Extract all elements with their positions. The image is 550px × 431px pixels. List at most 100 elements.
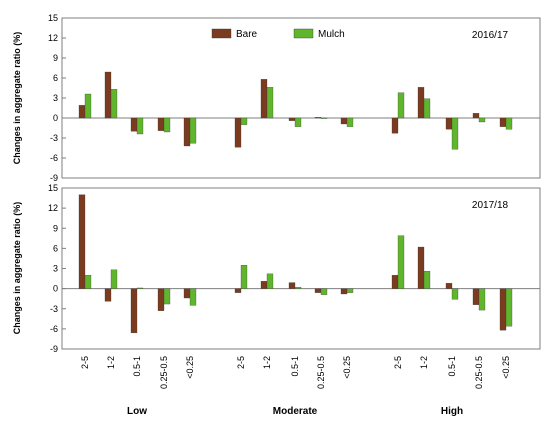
bar-mulch-moderate-0	[240, 117, 248, 125]
bar-mulch-high-0	[397, 235, 405, 289]
y-tick-label: -6	[50, 153, 58, 163]
x-tick-label: 2-5	[80, 356, 90, 369]
bar-mulch-moderate-3	[320, 117, 328, 119]
y-tick-label: -3	[50, 304, 58, 314]
x-tick-label: 2-5	[393, 356, 403, 369]
bar-bare-low-1	[104, 288, 112, 302]
bar-mulch-low-4	[189, 117, 197, 144]
legend-label-mulch: Mulch	[318, 29, 345, 40]
legend-swatch-bare	[211, 28, 232, 39]
y-axis-label: Changes in aggregate ratio (%)	[12, 202, 22, 335]
x-tick-label: <0.25	[501, 356, 511, 379]
bar-bare-moderate-2	[288, 117, 296, 121]
y-tick-label: 12	[48, 203, 58, 213]
bar-mulch-moderate-3	[320, 288, 328, 295]
legend-swatch-mulch	[293, 28, 314, 39]
bar-bare-moderate-4	[340, 288, 348, 295]
bar-bare-high-3	[472, 288, 480, 305]
bar-bare-low-2	[130, 117, 138, 132]
bar-mulch-high-3	[478, 288, 486, 311]
bar-mulch-low-1	[110, 269, 118, 289]
bar-bare-low-4	[183, 117, 191, 147]
bar-bare-low-0	[78, 105, 86, 119]
bar-bare-moderate-1	[260, 281, 268, 289]
bar-bare-high-4	[499, 117, 507, 127]
y-tick-label: 6	[53, 73, 58, 83]
y-tick-label: 0	[53, 284, 58, 294]
bar-mulch-moderate-0	[240, 264, 248, 289]
legend-label-bare: Bare	[236, 29, 258, 40]
y-tick-label: 3	[53, 264, 58, 274]
bar-mulch-moderate-1	[266, 273, 274, 289]
bar-bare-high-0	[391, 117, 399, 134]
x-tick-label: 0.25-0.5	[316, 356, 326, 389]
group-label-low: Low	[127, 406, 147, 417]
x-tick-label: 2-5	[236, 356, 246, 369]
x-tick-label: 0.5-1	[290, 356, 300, 377]
y-tick-label: 15	[48, 13, 58, 23]
bar-bare-high-1	[417, 246, 425, 289]
group-label-high: High	[441, 406, 463, 417]
bar-bare-moderate-4	[340, 117, 348, 125]
y-tick-label: 3	[53, 93, 58, 103]
x-tick-label: <0.25	[185, 356, 195, 379]
y-tick-label: 6	[53, 243, 58, 253]
bar-mulch-moderate-2	[294, 117, 302, 127]
bar-mulch-low-1	[110, 89, 118, 119]
bar-mulch-low-0	[84, 275, 92, 289]
bar-mulch-high-2	[451, 288, 459, 300]
bar-mulch-low-4	[189, 288, 197, 306]
bar-mulch-moderate-4	[346, 117, 354, 127]
x-tick-label: 1-2	[419, 356, 429, 369]
bar-bare-high-2	[445, 283, 453, 289]
panel-year-label: 2017/18	[472, 200, 509, 211]
bar-bare-moderate-1	[260, 79, 268, 119]
bar-bare-low-2	[130, 288, 138, 334]
plot-frame	[61, 17, 541, 179]
bar-bare-high-0	[391, 275, 399, 289]
x-tick-label: 1-2	[106, 356, 116, 369]
panel-year-label: 2016/17	[472, 30, 509, 41]
x-tick-label: <0.25	[342, 356, 352, 379]
group-label-moderate: Moderate	[273, 406, 318, 417]
bar-bare-low-3	[157, 288, 165, 311]
bar-mulch-moderate-2	[294, 287, 302, 289]
bar-mulch-high-2	[451, 117, 459, 150]
bar-bare-low-0	[78, 194, 86, 289]
bar-mulch-high-4	[505, 288, 513, 327]
bar-bare-moderate-2	[288, 282, 296, 289]
bar-mulch-moderate-4	[346, 288, 354, 293]
bar-bare-moderate-3	[314, 288, 322, 293]
bar-mulch-low-0	[84, 93, 92, 119]
bar-mulch-low-3	[163, 288, 171, 305]
bar-bare-high-2	[445, 117, 453, 130]
bar-bare-low-1	[104, 71, 112, 119]
y-tick-label: 15	[48, 183, 58, 193]
bar-mulch-low-3	[163, 117, 171, 133]
y-tick-label: -9	[50, 173, 58, 183]
bar-mulch-high-1	[423, 271, 431, 289]
bar-mulch-low-2	[136, 287, 144, 289]
x-tick-label: 1-2	[262, 356, 272, 369]
bar-bare-moderate-0	[234, 117, 242, 148]
y-tick-label: -3	[50, 133, 58, 143]
y-tick-label: 9	[53, 53, 58, 63]
bar-mulch-high-0	[397, 92, 405, 119]
bar-bare-moderate-0	[234, 288, 242, 293]
bar-mulch-low-2	[136, 117, 144, 135]
bar-bare-low-3	[157, 117, 165, 131]
bar-mulch-high-3	[478, 117, 486, 123]
x-tick-label: 0.5-1	[132, 356, 142, 377]
bar-bare-low-4	[183, 288, 191, 299]
x-tick-label: 0.25-0.5	[159, 356, 169, 389]
y-tick-label: 9	[53, 223, 58, 233]
x-tick-label: 0.5-1	[447, 356, 457, 377]
bar-mulch-high-1	[423, 98, 431, 119]
bar-bare-high-4	[499, 288, 507, 331]
y-tick-label: -9	[50, 344, 58, 354]
y-axis-label: Changes in aggregate ratio (%)	[12, 32, 22, 165]
bar-mulch-high-4	[505, 117, 513, 130]
bar-bare-moderate-3	[314, 117, 322, 119]
